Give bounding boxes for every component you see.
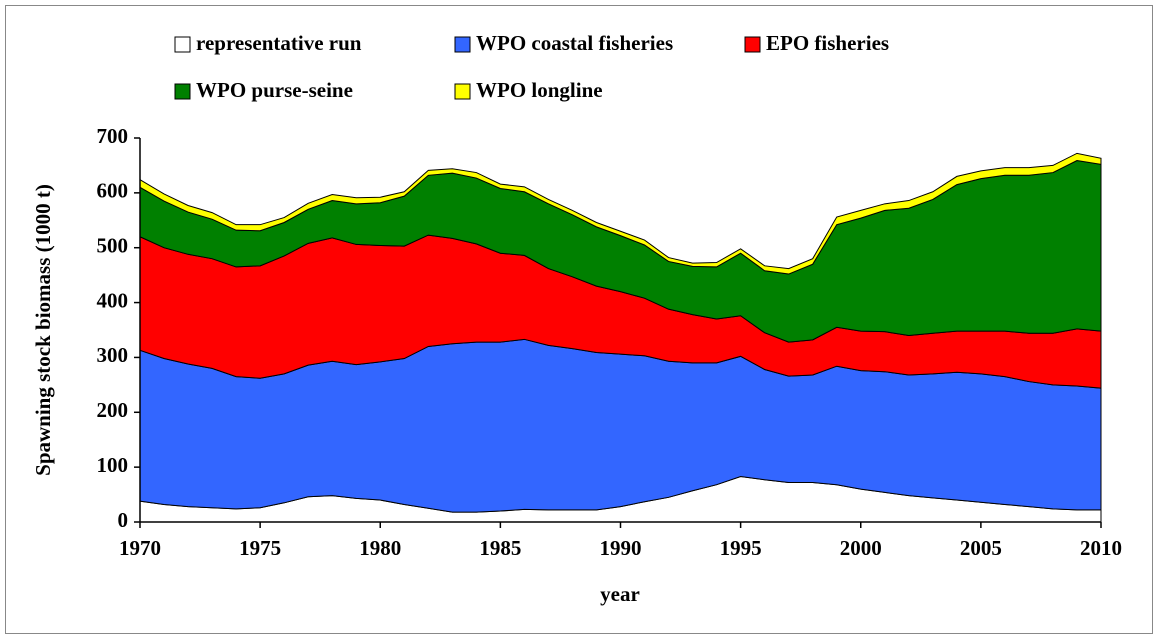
y-tick-label: 300 <box>97 343 129 367</box>
legend-label: representative run <box>196 31 362 55</box>
legend-swatch <box>454 83 471 100</box>
legend-label: WPO purse-seine <box>196 78 353 102</box>
x-tick-label: 2000 <box>840 536 882 560</box>
x-tick-label: 1970 <box>119 536 161 560</box>
y-tick-label: 0 <box>118 508 129 532</box>
legend-swatch <box>744 36 761 53</box>
y-tick-label: 600 <box>97 179 129 203</box>
y-axis-label: Spawning stock biomass (1000 t) <box>31 184 55 476</box>
x-tick-label: 1980 <box>359 536 401 560</box>
x-tick-label: 2010 <box>1080 536 1122 560</box>
legend-swatch <box>174 36 191 53</box>
legend-swatch <box>454 36 471 53</box>
area-layer <box>139 152 1102 275</box>
y-tick-label: 400 <box>97 288 129 312</box>
y-tick-label: 200 <box>97 398 129 422</box>
y-tick-label: 100 <box>97 453 129 477</box>
y-tick-label: 700 <box>97 124 129 148</box>
legend-label: WPO longline <box>476 78 603 102</box>
legend-label: WPO coastal fisheries <box>476 31 673 55</box>
x-tick-label: 1975 <box>239 536 281 560</box>
legend-label: EPO fisheries <box>766 31 889 55</box>
x-tick-label: 1995 <box>720 536 762 560</box>
y-tick-label: 500 <box>97 234 129 258</box>
x-tick-label: 2005 <box>960 536 1002 560</box>
legend-swatch <box>174 83 191 100</box>
x-axis-label: year <box>600 582 640 606</box>
x-tick-label: 1985 <box>479 536 521 560</box>
x-tick-label: 1990 <box>600 536 642 560</box>
